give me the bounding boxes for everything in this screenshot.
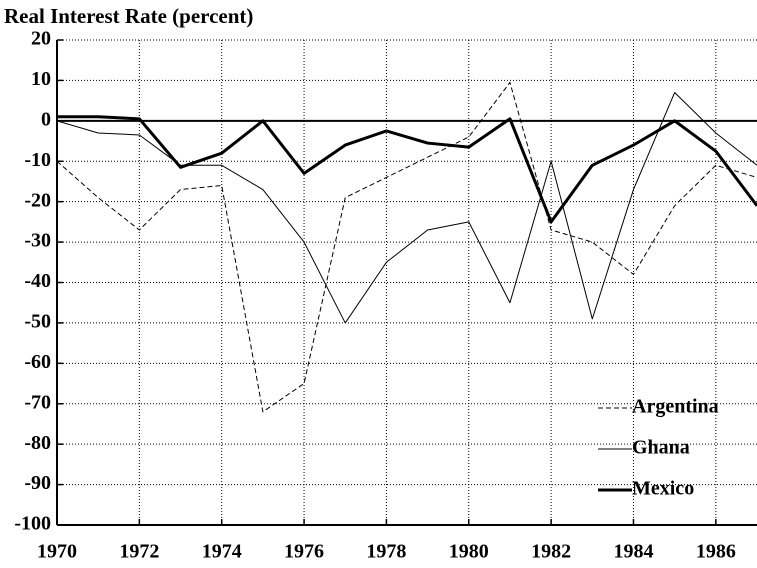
- series-line: [57, 115, 757, 224]
- y-tick-label: -70: [24, 391, 51, 413]
- y-tick-label: 0: [41, 108, 51, 130]
- x-tick-label: 1972: [119, 541, 159, 563]
- x-tick-label: 1986: [696, 541, 736, 563]
- y-tick-label: -30: [24, 230, 51, 252]
- y-tick-label: 20: [31, 28, 51, 50]
- y-tick-label: -80: [24, 432, 51, 454]
- y-tick-label: -40: [24, 270, 51, 292]
- y-tick-label: -50: [24, 311, 51, 333]
- y-tick-label: -20: [24, 189, 51, 211]
- x-tick-label: 1970: [37, 541, 77, 563]
- y-tick-label: -90: [24, 472, 51, 494]
- y-tick-label: 10: [31, 68, 51, 90]
- x-tick-label: 1976: [284, 541, 324, 563]
- chart-title: Real Interest Rate (percent): [4, 4, 253, 28]
- x-tick-label: 1978: [366, 541, 406, 563]
- x-tick-label: 1974: [202, 541, 242, 563]
- y-tick-label: -10: [24, 149, 51, 171]
- x-tick-label: 1982: [531, 541, 571, 563]
- x-tick-label: 1984: [613, 541, 653, 563]
- legend-label: Argentina: [632, 396, 719, 418]
- legend-label: Ghana: [632, 437, 690, 459]
- series-line: [56, 81, 757, 413]
- x-tick-label: 1980: [449, 541, 489, 563]
- y-tick-label: -60: [24, 351, 51, 373]
- legend-label: Mexico: [632, 478, 694, 500]
- y-tick-label: -100: [14, 513, 51, 535]
